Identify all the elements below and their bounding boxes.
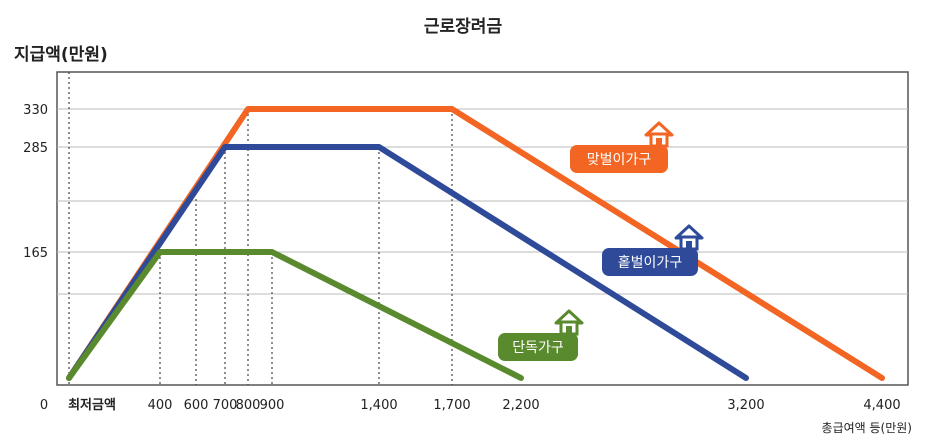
series-label-text: 단독가구 — [512, 340, 564, 356]
x-tick-label: 2,200 — [502, 398, 539, 413]
x-axis-label: 총급여액 등(만원) — [822, 421, 912, 435]
x-tick-label: 3,200 — [727, 398, 764, 413]
x-tick-label: 1,700 — [433, 398, 470, 413]
y-tick-label: 330 — [23, 103, 48, 118]
plot-frame — [56, 71, 909, 386]
series-label-text: 홑벌이가구 — [618, 255, 683, 271]
y-origin-label: 0 — [40, 398, 48, 413]
series-label: 홑벌이가구 — [602, 224, 704, 276]
y-tick-label: 165 — [23, 246, 48, 261]
x-tick-label: 400 — [148, 398, 173, 413]
x-tick-label: 600 — [184, 398, 209, 413]
x-tick-label: 900 — [260, 398, 285, 413]
series-label: 맞벌이가구 — [570, 121, 674, 173]
house-icon — [554, 309, 584, 336]
house-icon — [644, 121, 674, 148]
x-tick-label: 800 — [236, 398, 261, 413]
y-axis-label: 지급액(만원) — [14, 45, 108, 65]
series-label-box — [602, 248, 698, 276]
house-icon — [674, 224, 704, 251]
series-label: 단독가구 — [498, 309, 584, 361]
x-tick-label: 최저금액 — [68, 398, 116, 413]
x-tick-label: 1,400 — [360, 398, 397, 413]
series-label-box — [498, 333, 578, 361]
chart-title: 근로장려금 — [424, 17, 503, 37]
series-line — [66, 144, 749, 381]
series-line — [66, 249, 524, 381]
y-tick-label: 285 — [23, 141, 48, 156]
x-tick-label: 4,400 — [863, 398, 900, 413]
x-tick-label: 700 — [213, 398, 238, 413]
series-label-box — [570, 145, 668, 173]
series-label-text: 맞벌이가구 — [587, 152, 652, 168]
